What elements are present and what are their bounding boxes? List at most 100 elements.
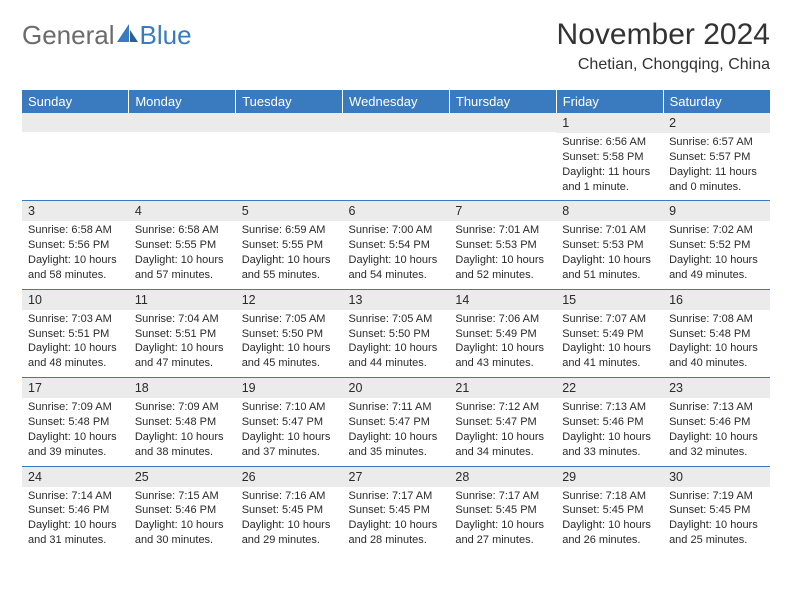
sunset-text: Sunset: 5:51 PM (135, 327, 230, 342)
day-body: Sunrise: 7:09 AMSunset: 5:48 PMDaylight:… (22, 398, 129, 465)
daylight-text: Daylight: 10 hours and 45 minutes. (242, 341, 337, 371)
day-body: Sunrise: 6:58 AMSunset: 5:56 PMDaylight:… (22, 221, 129, 288)
sunrise-text: Sunrise: 7:18 AM (562, 489, 657, 504)
sunset-text: Sunset: 5:58 PM (562, 150, 657, 165)
sunrise-text: Sunrise: 7:16 AM (242, 489, 337, 504)
day-body: Sunrise: 7:13 AMSunset: 5:46 PMDaylight:… (663, 398, 770, 465)
calendar-day-cell: 3Sunrise: 6:58 AMSunset: 5:56 PMDaylight… (22, 201, 129, 289)
daylight-text: Daylight: 10 hours and 33 minutes. (562, 430, 657, 460)
calendar-day-cell: 11Sunrise: 7:04 AMSunset: 5:51 PMDayligh… (129, 289, 236, 377)
sunset-text: Sunset: 5:55 PM (135, 238, 230, 253)
calendar-week-row: 17Sunrise: 7:09 AMSunset: 5:48 PMDayligh… (22, 378, 770, 466)
day-number: 13 (343, 290, 450, 310)
calendar-table: Sunday Monday Tuesday Wednesday Thursday… (22, 90, 770, 554)
daylight-text: Daylight: 10 hours and 44 minutes. (349, 341, 444, 371)
col-wednesday: Wednesday (343, 90, 450, 113)
sunrise-text: Sunrise: 7:09 AM (28, 400, 123, 415)
day-body (236, 132, 343, 199)
calendar-day-cell: 27Sunrise: 7:17 AMSunset: 5:45 PMDayligh… (343, 466, 450, 554)
sunrise-text: Sunrise: 7:11 AM (349, 400, 444, 415)
day-body: Sunrise: 7:05 AMSunset: 5:50 PMDaylight:… (343, 310, 450, 377)
daylight-text: Daylight: 10 hours and 35 minutes. (349, 430, 444, 460)
day-number: 18 (129, 378, 236, 398)
sunrise-text: Sunrise: 7:05 AM (242, 312, 337, 327)
day-number: 3 (22, 201, 129, 221)
calendar-page: General Blue November 2024 Chetian, Chon… (0, 0, 792, 612)
day-number: 24 (22, 467, 129, 487)
calendar-day-cell: 17Sunrise: 7:09 AMSunset: 5:48 PMDayligh… (22, 378, 129, 466)
day-number: 16 (663, 290, 770, 310)
day-body: Sunrise: 7:02 AMSunset: 5:52 PMDaylight:… (663, 221, 770, 288)
daylight-text: Daylight: 10 hours and 39 minutes. (28, 430, 123, 460)
brand-logo: General Blue (22, 18, 192, 51)
day-number: 4 (129, 201, 236, 221)
day-body: Sunrise: 7:01 AMSunset: 5:53 PMDaylight:… (449, 221, 556, 288)
calendar-day-cell: 13Sunrise: 7:05 AMSunset: 5:50 PMDayligh… (343, 289, 450, 377)
day-body: Sunrise: 7:18 AMSunset: 5:45 PMDaylight:… (556, 487, 663, 554)
calendar-day-cell (129, 113, 236, 201)
calendar-day-cell: 21Sunrise: 7:12 AMSunset: 5:47 PMDayligh… (449, 378, 556, 466)
day-number: 8 (556, 201, 663, 221)
day-number: 17 (22, 378, 129, 398)
sunset-text: Sunset: 5:45 PM (669, 503, 764, 518)
day-number: 12 (236, 290, 343, 310)
daylight-text: Daylight: 10 hours and 48 minutes. (28, 341, 123, 371)
day-number: 6 (343, 201, 450, 221)
daylight-text: Daylight: 10 hours and 28 minutes. (349, 518, 444, 548)
day-number (343, 113, 450, 132)
calendar-day-cell: 18Sunrise: 7:09 AMSunset: 5:48 PMDayligh… (129, 378, 236, 466)
calendar-day-cell: 25Sunrise: 7:15 AMSunset: 5:46 PMDayligh… (129, 466, 236, 554)
day-body: Sunrise: 7:17 AMSunset: 5:45 PMDaylight:… (449, 487, 556, 554)
day-number (236, 113, 343, 132)
sunset-text: Sunset: 5:48 PM (135, 415, 230, 430)
day-number: 28 (449, 467, 556, 487)
day-number (129, 113, 236, 132)
daylight-text: Daylight: 10 hours and 47 minutes. (135, 341, 230, 371)
sunrise-text: Sunrise: 6:59 AM (242, 223, 337, 238)
calendar-week-row: 1Sunrise: 6:56 AMSunset: 5:58 PMDaylight… (22, 113, 770, 201)
sunrise-text: Sunrise: 6:58 AM (28, 223, 123, 238)
day-number: 22 (556, 378, 663, 398)
day-number: 29 (556, 467, 663, 487)
daylight-text: Daylight: 10 hours and 57 minutes. (135, 253, 230, 283)
day-number: 25 (129, 467, 236, 487)
logo-text-1: General (22, 20, 115, 51)
sunset-text: Sunset: 5:48 PM (28, 415, 123, 430)
day-body: Sunrise: 7:07 AMSunset: 5:49 PMDaylight:… (556, 310, 663, 377)
calendar-day-cell: 19Sunrise: 7:10 AMSunset: 5:47 PMDayligh… (236, 378, 343, 466)
calendar-body: 1Sunrise: 6:56 AMSunset: 5:58 PMDaylight… (22, 113, 770, 554)
day-body: Sunrise: 7:00 AMSunset: 5:54 PMDaylight:… (343, 221, 450, 288)
day-body: Sunrise: 7:16 AMSunset: 5:45 PMDaylight:… (236, 487, 343, 554)
logo-sail-icon (115, 20, 140, 51)
day-number: 26 (236, 467, 343, 487)
calendar-day-cell: 5Sunrise: 6:59 AMSunset: 5:55 PMDaylight… (236, 201, 343, 289)
day-body: Sunrise: 7:04 AMSunset: 5:51 PMDaylight:… (129, 310, 236, 377)
day-number: 23 (663, 378, 770, 398)
sunrise-text: Sunrise: 7:14 AM (28, 489, 123, 504)
day-number: 10 (22, 290, 129, 310)
sunset-text: Sunset: 5:47 PM (349, 415, 444, 430)
day-number: 7 (449, 201, 556, 221)
col-thursday: Thursday (449, 90, 556, 113)
sunrise-text: Sunrise: 7:03 AM (28, 312, 123, 327)
calendar-day-cell: 29Sunrise: 7:18 AMSunset: 5:45 PMDayligh… (556, 466, 663, 554)
col-monday: Monday (129, 90, 236, 113)
calendar-day-cell: 16Sunrise: 7:08 AMSunset: 5:48 PMDayligh… (663, 289, 770, 377)
day-body: Sunrise: 7:05 AMSunset: 5:50 PMDaylight:… (236, 310, 343, 377)
daylight-text: Daylight: 10 hours and 52 minutes. (455, 253, 550, 283)
sunset-text: Sunset: 5:52 PM (669, 238, 764, 253)
calendar-day-cell: 8Sunrise: 7:01 AMSunset: 5:53 PMDaylight… (556, 201, 663, 289)
sunrise-text: Sunrise: 7:05 AM (349, 312, 444, 327)
day-number: 11 (129, 290, 236, 310)
calendar-day-cell: 15Sunrise: 7:07 AMSunset: 5:49 PMDayligh… (556, 289, 663, 377)
calendar-day-cell: 26Sunrise: 7:16 AMSunset: 5:45 PMDayligh… (236, 466, 343, 554)
sunrise-text: Sunrise: 6:56 AM (562, 135, 657, 150)
calendar-day-cell: 2Sunrise: 6:57 AMSunset: 5:57 PMDaylight… (663, 113, 770, 201)
sunrise-text: Sunrise: 7:13 AM (669, 400, 764, 415)
sunrise-text: Sunrise: 7:17 AM (455, 489, 550, 504)
page-header: General Blue November 2024 Chetian, Chon… (22, 18, 770, 90)
sunset-text: Sunset: 5:53 PM (455, 238, 550, 253)
daylight-text: Daylight: 10 hours and 51 minutes. (562, 253, 657, 283)
sunset-text: Sunset: 5:50 PM (349, 327, 444, 342)
daylight-text: Daylight: 11 hours and 0 minutes. (669, 165, 764, 195)
